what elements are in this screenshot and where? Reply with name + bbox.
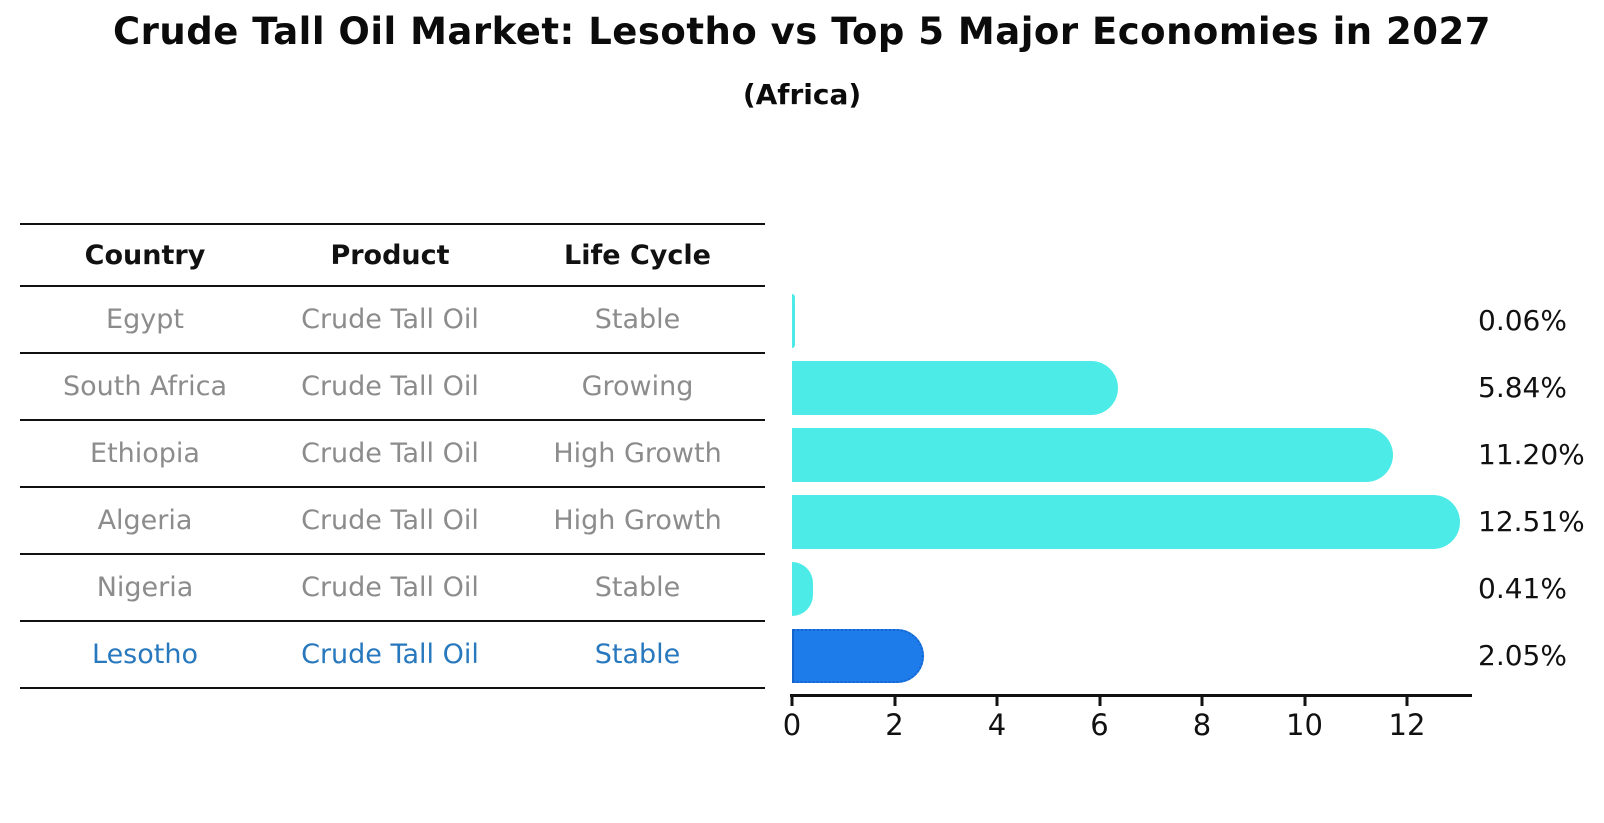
column-header-product: Product [330, 239, 450, 271]
bar-lesotho [792, 628, 925, 683]
life-cycle-cell: High Growth [553, 438, 722, 469]
x-tick-label: 8 [1192, 708, 1212, 742]
life-cycle-cell: Stable [594, 639, 681, 670]
x-tick-mark [1405, 697, 1409, 706]
bar-plot-area [792, 287, 1492, 689]
table-header-row: Country Product Life Cycle [20, 223, 765, 287]
bar-row [792, 354, 1492, 421]
life-cycle-cell: Growing [581, 371, 694, 402]
country-cell: Nigeria [96, 572, 194, 603]
bar-value-label: 0.06% [1478, 304, 1567, 337]
bar-row [792, 287, 1492, 354]
bar-algeria [792, 494, 1461, 549]
column-header-life-cycle: Life Cycle [564, 239, 711, 271]
x-tick-label: 10 [1286, 708, 1323, 742]
bar-south-africa [792, 360, 1119, 415]
chart-title: Crude Tall Oil Market: Lesotho vs Top 5 … [113, 10, 1491, 53]
country-cell: Ethiopia [90, 438, 200, 469]
bar-value-label: 12.51% [1478, 505, 1585, 538]
x-tick-label: 6 [1090, 708, 1109, 742]
bar-ethiopia [792, 427, 1393, 482]
x-axis-line [790, 694, 1472, 697]
x-tick-mark [790, 697, 794, 706]
product-cell: Crude Tall Oil [301, 371, 479, 402]
product-cell: Crude Tall Oil [301, 572, 479, 603]
product-cell: Crude Tall Oil [301, 639, 479, 670]
table-row: Algeria Crude Tall Oil High Growth [20, 488, 765, 555]
bar-value-label: 11.20% [1478, 438, 1585, 471]
x-tick-label: 0 [782, 708, 802, 742]
country-table: Country Product Life Cycle Egypt Crude T… [20, 223, 765, 689]
x-tick-label: 2 [885, 708, 904, 742]
product-cell: Crude Tall Oil [301, 304, 479, 335]
x-tick-mark [1098, 697, 1101, 706]
bar-value-label: 2.05% [1478, 639, 1567, 672]
life-cycle-cell: High Growth [553, 505, 722, 536]
product-cell: Crude Tall Oil [301, 438, 479, 469]
bar-value-label: 0.41% [1478, 572, 1567, 605]
table-row: Egypt Crude Tall Oil Stable [20, 287, 765, 354]
bar-egypt [792, 293, 796, 348]
bar-value-label: 5.84% [1478, 371, 1567, 404]
x-tick-label: 12 [1388, 708, 1426, 742]
bar-row [792, 622, 1492, 689]
life-cycle-cell: Stable [594, 304, 681, 335]
x-tick-label: 4 [987, 708, 1007, 742]
table-row: Nigeria Crude Tall Oil Stable [20, 555, 765, 622]
value-label-column: 0.06% 5.84% 11.20% 12.51% 0.41% 2.05% [1478, 287, 1604, 689]
table-row: South Africa Crude Tall Oil Growing [20, 354, 765, 421]
country-cell: Egypt [106, 304, 184, 335]
life-cycle-cell: Stable [594, 572, 681, 603]
bar-row [792, 555, 1492, 622]
product-cell: Crude Tall Oil [301, 505, 479, 536]
x-tick-mark [1200, 697, 1204, 706]
bar-row [792, 488, 1492, 555]
x-axis-ticks: 0 2 4 6 8 10 12 [783, 697, 1474, 757]
country-cell: Lesotho [92, 639, 198, 670]
column-header-country: Country [84, 239, 206, 271]
bar-nigeria [792, 561, 813, 616]
country-cell: Algeria [97, 505, 193, 536]
bar-row [792, 421, 1492, 488]
country-cell: South Africa [62, 371, 228, 402]
chart-subtitle: (Africa) [742, 78, 862, 111]
table-row: Ethiopia Crude Tall Oil High Growth [20, 421, 765, 488]
x-tick-mark [893, 697, 896, 706]
x-tick-mark [1303, 697, 1306, 706]
x-tick-mark [995, 697, 999, 706]
table-row-highlighted: Lesotho Crude Tall Oil Stable [20, 622, 765, 689]
